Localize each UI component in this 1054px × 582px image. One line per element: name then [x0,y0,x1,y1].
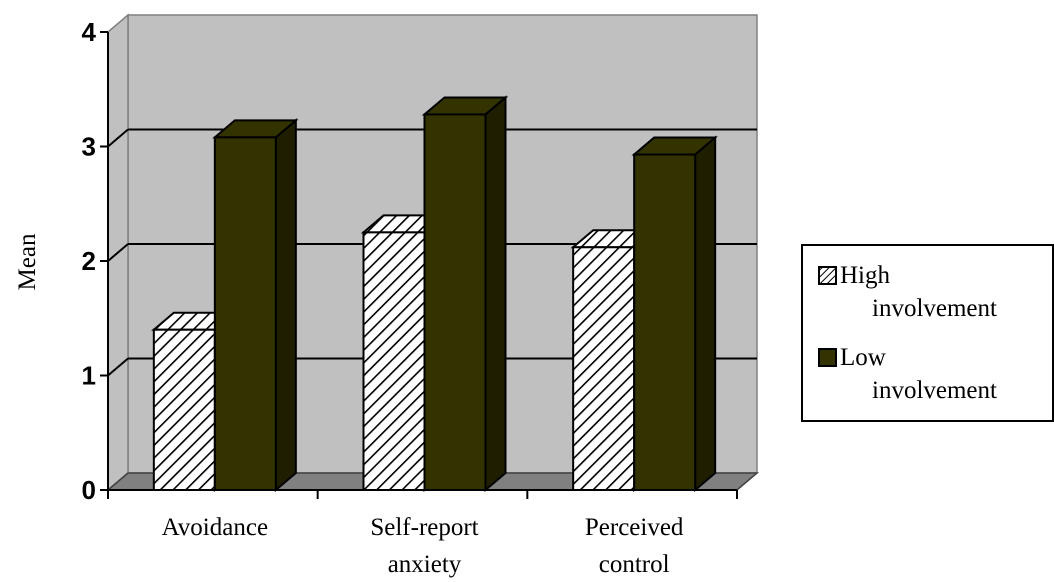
x-tick-label: control [599,551,670,578]
bar-low-involvement [633,153,697,491]
bar-side [484,95,507,493]
legend-label: High [840,262,891,289]
y-tick-label: 4 [82,17,97,47]
x-tick-label: Perceived [585,514,684,541]
y-tick-label: 1 [82,361,96,391]
bar-low-involvement [213,136,277,491]
legend-label: Low [840,344,886,371]
legend: High involvement Low involvement [801,244,1054,422]
x-tick-label: anxiety [388,551,462,578]
gridline [107,243,129,262]
bar-side [694,135,717,493]
gridline [107,357,129,377]
y-tick-label: 3 [82,132,96,162]
gridline [107,128,129,148]
legend-swatch-high [818,266,837,285]
bar-high-involvement [572,246,636,491]
y-tick-label: 2 [82,246,96,276]
bar-high-involvement [362,231,426,491]
bars [151,95,718,493]
x-tick-label: Avoidance [162,514,268,541]
bar-side [274,118,297,493]
legend-box [801,244,1054,422]
axis-labels: 0 1 2 3 4 Avoidance Self-report anxiety Perceive… [14,17,684,578]
legend-label: involvement [872,295,997,322]
y-axis-title: Mean [14,233,41,290]
bar-low-involvement [423,113,487,491]
legend-label: involvement [872,377,997,404]
x-tick-label: Self-report [370,514,478,541]
y-tick-label: 0 [82,475,96,505]
legend-swatch-low [818,348,837,367]
bar-high-involvement [152,328,216,492]
